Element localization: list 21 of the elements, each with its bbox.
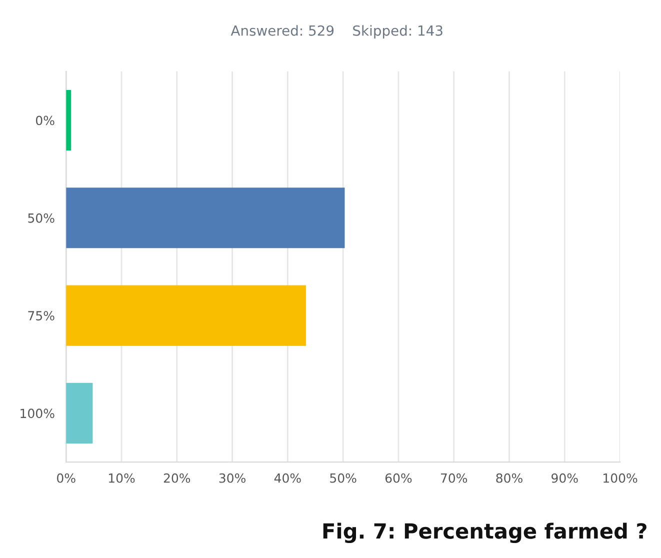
bar xyxy=(66,285,306,346)
x-tick-label: 80% xyxy=(496,473,522,483)
x-tick-label: 90% xyxy=(552,473,578,483)
bar xyxy=(66,90,72,151)
caption: Fig. 7: Percentage farmed ? xyxy=(323,522,646,544)
x-tick-label: 70% xyxy=(440,473,468,483)
x-tick-label: 20% xyxy=(164,473,190,483)
x-tick-label: 30% xyxy=(219,473,246,483)
bar xyxy=(66,188,345,248)
x-tick-label: 10% xyxy=(108,473,135,483)
bar xyxy=(66,382,93,444)
y-tick-label: 50% xyxy=(28,213,54,223)
y-tick-label: 0% xyxy=(36,116,54,126)
y-tick-label: 75% xyxy=(28,311,54,320)
y-tick-label: 100% xyxy=(20,408,54,418)
chart-subtitle: Answered: 529 Skipped: 143 xyxy=(230,25,442,39)
x-tick-label: 40% xyxy=(274,473,301,483)
x-tick-label: 60% xyxy=(385,473,412,483)
x-tick-label: 0% xyxy=(57,473,76,483)
x-tick-label: 100% xyxy=(604,473,638,483)
x-tick-label: 50% xyxy=(330,473,356,483)
